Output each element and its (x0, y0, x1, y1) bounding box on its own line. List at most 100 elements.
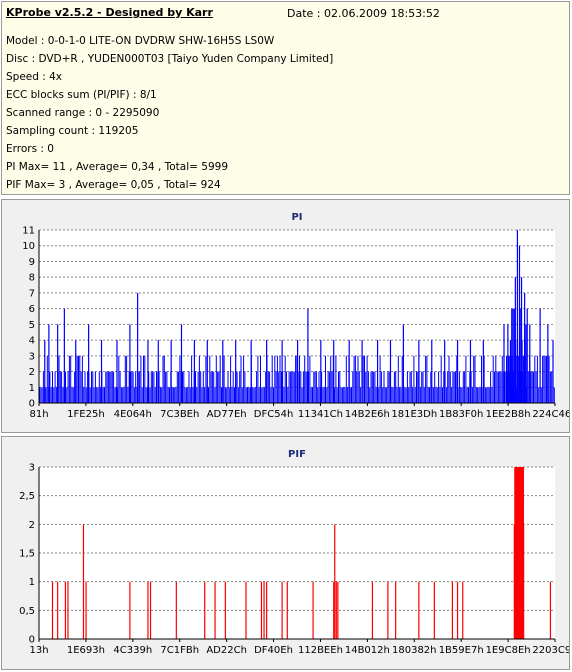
pi-bar (46, 355, 48, 403)
pi-bar (87, 371, 89, 403)
pi-bar (76, 355, 78, 403)
pi-bar (224, 387, 226, 403)
pi-bar (232, 371, 234, 403)
pi-bar (247, 387, 248, 403)
pi-bar (97, 387, 99, 403)
pi-bar (170, 340, 172, 403)
pif-bar (64, 581, 66, 639)
pi-bar (208, 387, 209, 403)
pi-bar (304, 355, 306, 403)
pi-bar (192, 387, 194, 403)
pi-bar (315, 371, 317, 403)
pi-bar (462, 371, 464, 403)
pi-bar (505, 355, 508, 403)
pi-bar (518, 340, 521, 403)
pi-bar (123, 387, 125, 403)
pi-bar (102, 387, 104, 403)
pi-bar (234, 387, 235, 403)
pi-bar (105, 371, 107, 403)
pi-bar (536, 355, 538, 403)
pi-bar (422, 371, 424, 403)
pi-bar (400, 387, 402, 403)
pi-bar (158, 371, 160, 403)
pi-bar (418, 340, 420, 403)
pi-bar (475, 387, 477, 403)
pi-bar (458, 371, 460, 403)
pi-bar (197, 371, 199, 403)
pi-bar (98, 371, 100, 403)
pi-bar (61, 371, 63, 403)
pi-bar (120, 387, 122, 403)
pi-bar (171, 387, 173, 403)
pi-bar (215, 355, 217, 403)
pi-bar (126, 355, 128, 403)
pif-bar (462, 581, 464, 639)
pi-bar (237, 387, 239, 403)
x-tick-label: 1EE2B8h (486, 409, 531, 420)
pi-bar (262, 387, 264, 403)
pif-bar (333, 581, 335, 639)
pi-bar (88, 324, 90, 403)
pif-bar (549, 581, 552, 639)
pi-bar (68, 355, 70, 403)
x-tick-label: 1FE25h (67, 409, 105, 420)
pi-bar (335, 355, 337, 403)
pi-bar (333, 340, 335, 403)
pi-bar (553, 387, 555, 403)
pi-bar (386, 387, 388, 403)
pi-bar (522, 355, 524, 403)
pi-bar (357, 355, 359, 403)
pi-bar (388, 371, 390, 403)
pi-bar (183, 371, 185, 403)
pi-bar (150, 371, 152, 403)
pi-bar (195, 371, 196, 403)
pi-bar (531, 371, 533, 403)
pi-bar (395, 371, 397, 403)
pi-bar (62, 387, 64, 403)
pi-bar (442, 387, 443, 403)
x-tick-label: 7C3BEh (160, 409, 199, 420)
info-pif-stats: PIF Max= 3 , Average= 0,05 , Total= 924 (6, 179, 221, 191)
pi-bar (266, 340, 268, 403)
pi-bar (318, 371, 320, 403)
pi-bar (78, 355, 79, 403)
pif-bar (433, 581, 435, 639)
pi-bar (339, 371, 341, 403)
pi-bar (499, 371, 501, 403)
pi-bar (66, 387, 68, 403)
pi-bar (45, 387, 47, 403)
pi-bar (252, 387, 254, 403)
pi-bar (240, 355, 242, 403)
pi-bar (461, 387, 463, 403)
pi-bar (141, 387, 143, 403)
pi-bar (399, 387, 401, 403)
pi-bar (191, 355, 193, 403)
pi-bar (325, 355, 326, 403)
pi-bar (440, 355, 442, 403)
x-tick-label: 2203C9h (532, 645, 569, 656)
pi-bar (301, 387, 303, 403)
pi-bar (261, 387, 263, 403)
pi-bar (228, 387, 230, 403)
pif-bar (371, 581, 374, 639)
pi-bar (521, 340, 523, 403)
pi-bar (124, 355, 126, 403)
pi-bar (496, 371, 498, 403)
pi-bar (129, 324, 131, 403)
pi-bar (135, 371, 137, 403)
pi-bar (269, 371, 271, 403)
pi-bar (538, 387, 540, 403)
pi-bar (245, 387, 247, 403)
pi-bar (91, 371, 92, 403)
pi-bar (449, 371, 451, 403)
pi-bar (227, 371, 229, 403)
pi-bar (507, 324, 509, 403)
pi-bar (241, 387, 243, 403)
pi-bar (430, 371, 432, 403)
pi-bar (162, 355, 164, 403)
pif-bar (175, 581, 177, 639)
pi-bar (198, 355, 200, 403)
pi-bar (139, 371, 141, 403)
pi-bar (482, 340, 484, 403)
pi-bar (488, 387, 490, 403)
